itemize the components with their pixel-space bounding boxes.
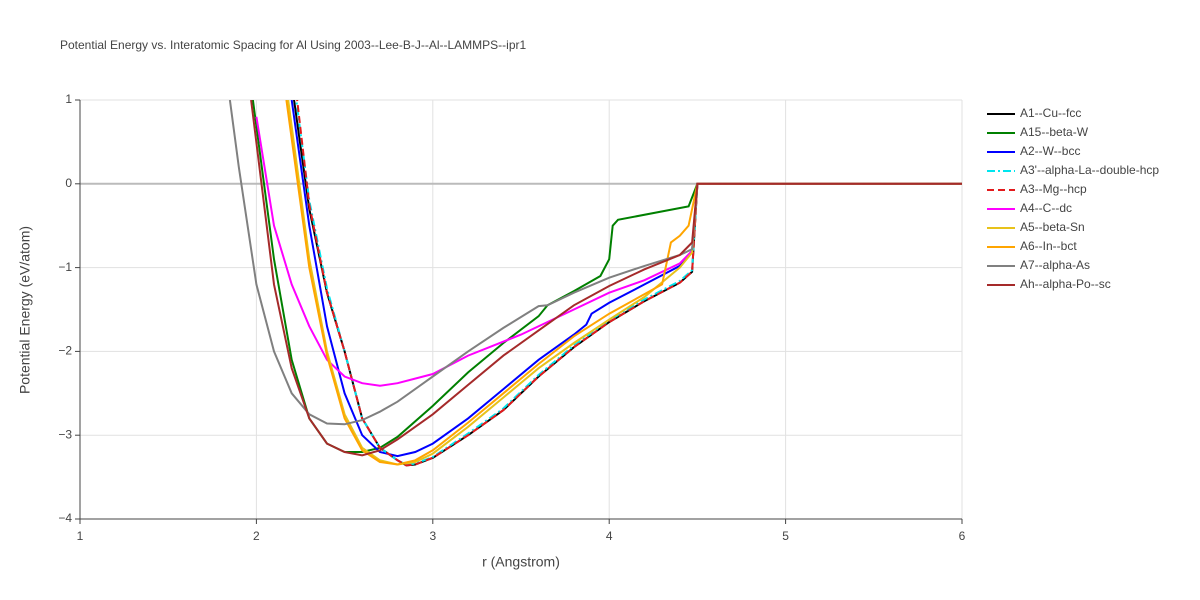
y-tick-label: −2 (58, 344, 72, 358)
x-tick-label: 2 (253, 529, 260, 543)
y-tick-label: 0 (65, 176, 72, 190)
grid: 1 2 3 4 5 6 −4 −3 −2 −1 0 1 (58, 92, 965, 543)
legend-label: Ah--alpha-Po--sc (1020, 277, 1111, 291)
y-tick-label: −1 (58, 260, 72, 274)
series-line (250, 100, 962, 457)
series-line (285, 100, 962, 466)
y-tick-label: −4 (58, 511, 72, 525)
plot-area (228, 100, 962, 467)
legend: A1--Cu--fcc A15--beta-W A2--W--bcc A3'--alp… (987, 106, 1159, 291)
legend-label: A3'--alpha-La--double-hcp (1020, 163, 1159, 177)
x-axis-label: r (Angstrom) (482, 554, 560, 570)
y-axis-label: Potential Energy (eV/atom) (17, 226, 33, 394)
legend-label: A4--C--dc (1020, 201, 1072, 215)
legend-label: A3--Mg--hcp (1020, 182, 1087, 196)
x-tick-label: 3 (429, 529, 436, 543)
series-line (295, 100, 962, 466)
legend-label: A15--beta-W (1020, 125, 1089, 139)
series-line (251, 100, 962, 453)
y-tick-label: 1 (65, 92, 72, 106)
legend-label: A2--W--bcc (1020, 144, 1080, 158)
series-line (290, 100, 962, 458)
series-line (228, 100, 962, 426)
x-tick-label: 1 (77, 529, 84, 543)
series-line (296, 100, 962, 467)
series-line (255, 116, 962, 387)
legend-label: A1--Cu--fcc (1020, 106, 1081, 120)
legend-label: A6--In--bct (1020, 239, 1077, 253)
legend-label: A5--beta-Sn (1020, 220, 1085, 234)
legend-label: A7--alpha-As (1020, 258, 1090, 272)
x-tick-label: 5 (782, 529, 789, 543)
x-tick-label: 6 (959, 529, 966, 543)
x-tick-label: 4 (606, 529, 613, 543)
series-line (287, 100, 962, 466)
chart-title: Potential Energy vs. Interatomic Spacing… (60, 38, 527, 52)
series-line (293, 100, 962, 467)
y-tick-label: −3 (58, 427, 72, 441)
